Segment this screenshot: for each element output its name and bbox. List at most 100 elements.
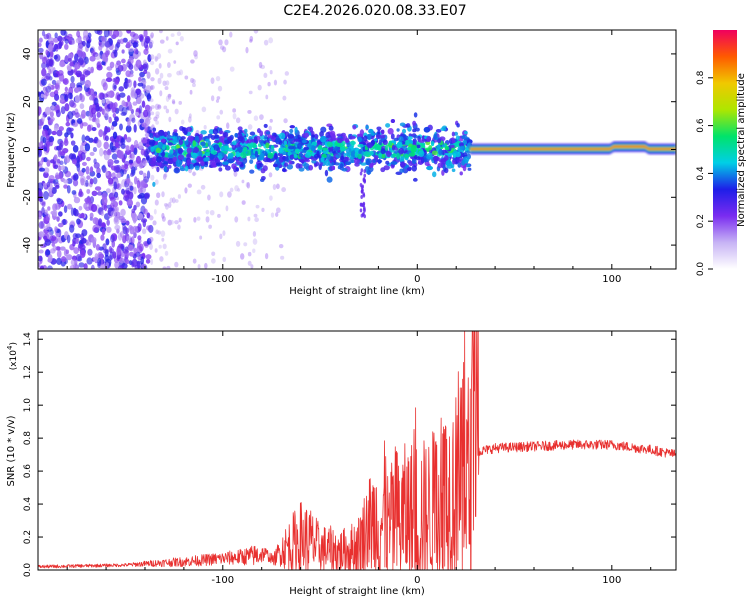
spectrogram-cell xyxy=(392,153,397,158)
spectrogram-cell xyxy=(56,158,61,164)
spectrogram-cell xyxy=(209,210,215,216)
y-tick-label: 1.2 xyxy=(23,365,33,379)
spectrogram-cell xyxy=(54,226,58,233)
spectrogram-cell xyxy=(215,76,221,82)
spectrogram-cell xyxy=(62,218,67,226)
spectrogram-cell xyxy=(47,206,51,211)
spectrogram-cell xyxy=(72,179,79,187)
spectrogram-cell xyxy=(278,147,284,154)
spectrogram-cell xyxy=(150,85,154,90)
spectrogram-cell xyxy=(222,161,229,165)
spectrogram-cell xyxy=(205,138,210,143)
spectrogram-cell xyxy=(421,135,425,142)
spectrogram-cell xyxy=(129,185,134,191)
spectrogram-cell xyxy=(159,39,165,44)
spectrogram-cell xyxy=(215,162,221,166)
spectrogram-cell xyxy=(405,139,410,146)
spectrogram-cell xyxy=(49,50,54,58)
spectrogram-cell xyxy=(154,55,158,62)
spectrogram-cell xyxy=(125,145,130,152)
spectrogram-cell xyxy=(229,31,233,38)
spectrogram-cell xyxy=(128,191,134,200)
spectrogram-cell xyxy=(176,31,182,37)
spectrogram-cell xyxy=(334,162,340,166)
spectrogram-cell xyxy=(138,34,144,41)
spectrogram-cell xyxy=(41,56,48,64)
spectrogram-cell xyxy=(218,155,223,161)
spectrogram-cell xyxy=(293,138,300,142)
spectrogram-cell xyxy=(81,109,86,119)
spectrogram-cell xyxy=(367,133,372,141)
spectrogram-cell xyxy=(248,144,253,152)
spectrogram-cell xyxy=(258,61,263,69)
spectrogram-cell xyxy=(86,257,93,265)
spectrogram-cell xyxy=(192,83,196,88)
x-tick-label: 0 xyxy=(414,575,420,586)
spectrogram-cell xyxy=(64,38,69,44)
spectrogram-cell xyxy=(86,156,91,162)
spectrogram-cell xyxy=(379,134,386,139)
spectrogram-cell xyxy=(349,140,356,146)
colorbar-tick-label: 0.2 xyxy=(696,214,706,228)
spectrogram-cell xyxy=(161,216,166,222)
carrier-band xyxy=(469,145,676,151)
spectrogram-cell xyxy=(167,219,173,226)
spectrogram-cell xyxy=(188,113,192,119)
spectrogram-cell xyxy=(81,229,88,237)
spectrogram-cell xyxy=(349,135,356,140)
spectrogram-cell xyxy=(345,161,352,166)
spectrogram-x-ticks: -100 0 100 xyxy=(66,30,652,285)
spectrogram-cell xyxy=(132,101,138,106)
spectrogram-cell xyxy=(42,182,48,188)
spectrogram-cell xyxy=(150,111,155,116)
spectrogram-cell xyxy=(373,138,378,142)
spectrogram-cell xyxy=(58,126,64,132)
spectrogram-cell xyxy=(70,75,75,83)
spectrogram-cell xyxy=(58,211,63,217)
spectrogram-cell xyxy=(451,139,456,144)
spectrogram-cell xyxy=(148,139,156,146)
spectrogram-cell xyxy=(109,196,116,202)
spectrogram-cell xyxy=(85,241,92,246)
spectrogram-cell xyxy=(105,77,113,83)
spectrogram-cell xyxy=(76,118,83,124)
spectrogram-cell xyxy=(76,218,81,225)
spectrogram-cell xyxy=(74,62,79,71)
spectrogram-cell xyxy=(43,167,50,174)
spectrogram-cell xyxy=(265,131,271,135)
spectrogram-cell xyxy=(153,208,157,215)
snr-panel: -100 0 100 0.0 0.2 0.4 0.6 0.8 1.0 1.2 1.4 Height… xyxy=(6,330,677,597)
spectrogram-cell xyxy=(461,134,468,140)
spectrogram-cell xyxy=(90,264,95,269)
spectrogram-cell xyxy=(166,265,171,269)
spectrogram-cell xyxy=(174,132,179,137)
spectrogram-cell xyxy=(294,148,300,154)
spectrogram-cell xyxy=(393,137,399,142)
colorbar-gradient xyxy=(713,30,737,269)
spectrogram-cell xyxy=(113,181,118,190)
snr-y-ticks: 0.0 0.2 0.4 0.6 0.8 1.0 1.2 1.4 xyxy=(23,332,676,577)
spectrogram-cell xyxy=(67,111,74,120)
spectrogram-cell xyxy=(159,256,164,262)
spectrogram-cell xyxy=(249,159,254,164)
spectrogram-cell xyxy=(259,114,264,121)
spectrogram-cell xyxy=(39,197,44,203)
spectrogram-cell xyxy=(184,140,189,146)
spectrogram-cell xyxy=(121,49,125,54)
spectrogram-cell xyxy=(49,91,56,98)
spectrogram-cell xyxy=(156,53,162,60)
spectrogram-cell xyxy=(359,171,363,176)
spectrogram-cell xyxy=(283,79,287,85)
spectrogram-cell xyxy=(324,169,329,177)
spectrogram-cell xyxy=(47,43,53,53)
spectrogram-cell xyxy=(161,191,165,198)
spectrogram-cell xyxy=(73,247,80,254)
spectrogram-cell xyxy=(110,200,115,206)
spectrogram-cell xyxy=(75,37,82,44)
spectrogram-cell xyxy=(237,188,241,192)
spectrogram-cell xyxy=(88,88,95,96)
spectrogram-cell xyxy=(220,145,225,152)
spectrogram-cell xyxy=(69,153,74,160)
spectrogram-cell xyxy=(114,206,119,213)
